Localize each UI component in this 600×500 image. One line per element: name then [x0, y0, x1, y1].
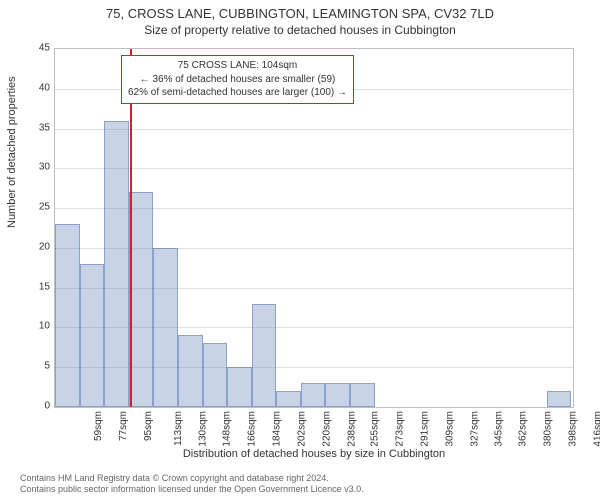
x-tick-label: 309sqm [444, 411, 455, 447]
x-tick-label: 130sqm [197, 411, 208, 447]
gridline [55, 129, 573, 130]
histogram-bar [276, 391, 301, 407]
x-tick-label: 59sqm [93, 411, 104, 441]
y-axis-label: Number of detached properties [6, 76, 18, 228]
histogram-bar [252, 304, 277, 407]
x-tick-label: 398sqm [567, 411, 578, 447]
y-tick-label: 30 [39, 162, 50, 173]
histogram-bar [350, 383, 375, 407]
gridline [55, 168, 573, 169]
x-tick-label: 95sqm [143, 411, 154, 441]
x-tick-label: 291sqm [419, 411, 430, 447]
histogram-bar [55, 224, 80, 407]
x-tick-label: 166sqm [247, 411, 258, 447]
histogram-bar [227, 367, 252, 407]
y-tick-label: 45 [39, 43, 50, 54]
histogram-bar [178, 335, 203, 407]
y-tick-label: 10 [39, 321, 50, 332]
x-tick-label: 255sqm [370, 411, 381, 447]
histogram-bar [129, 192, 154, 407]
x-tick-label: 184sqm [272, 411, 283, 447]
annotation-line3: 62% of semi-detached houses are larger (… [128, 86, 347, 100]
x-tick-label: 220sqm [321, 411, 332, 447]
x-tick-label: 202sqm [297, 411, 308, 447]
footer-text: Contains HM Land Registry data © Crown c… [20, 473, 364, 496]
y-tick-label: 0 [44, 401, 50, 412]
histogram-bar [153, 248, 178, 407]
x-axis-label: Distribution of detached houses by size … [54, 448, 574, 460]
x-tick-label: 148sqm [222, 411, 233, 447]
y-tick-label: 35 [39, 122, 50, 133]
plot-area: 75 CROSS LANE: 104sqm ← 36% of detached … [54, 48, 574, 408]
x-tick-label: 273sqm [395, 411, 406, 447]
x-tick-label: 238sqm [346, 411, 357, 447]
x-tick-label: 77sqm [118, 411, 129, 441]
y-tick-label: 15 [39, 281, 50, 292]
x-tick-label: 327sqm [469, 411, 480, 447]
x-tick-label: 345sqm [494, 411, 505, 447]
annotation-line1: 75 CROSS LANE: 104sqm [128, 59, 347, 73]
y-tick-label: 20 [39, 241, 50, 252]
footer-line1: Contains HM Land Registry data © Crown c… [20, 473, 364, 485]
x-tick-label: 380sqm [542, 411, 553, 447]
y-tick-label: 25 [39, 202, 50, 213]
annotation-line2: ← 36% of detached houses are smaller (59… [128, 73, 347, 87]
histogram-bar [301, 383, 326, 407]
histogram-bar [325, 383, 350, 407]
histogram-bar [203, 343, 228, 407]
histogram-bar [104, 121, 129, 407]
footer-line2: Contains public sector information licen… [20, 484, 364, 496]
x-tick-label: 416sqm [592, 411, 600, 447]
chart-container: 75, CROSS LANE, CUBBINGTON, LEAMINGTON S… [0, 0, 600, 500]
x-tick-label: 362sqm [518, 411, 529, 447]
y-tick-label: 5 [44, 361, 50, 372]
chart-subtitle: Size of property relative to detached ho… [0, 21, 600, 37]
chart-title: 75, CROSS LANE, CUBBINGTON, LEAMINGTON S… [0, 0, 600, 21]
histogram-bar [80, 264, 105, 407]
y-tick-label: 40 [39, 82, 50, 93]
annotation-box: 75 CROSS LANE: 104sqm ← 36% of detached … [121, 55, 354, 104]
x-tick-label: 113sqm [173, 411, 184, 446]
histogram-bar [547, 391, 572, 407]
